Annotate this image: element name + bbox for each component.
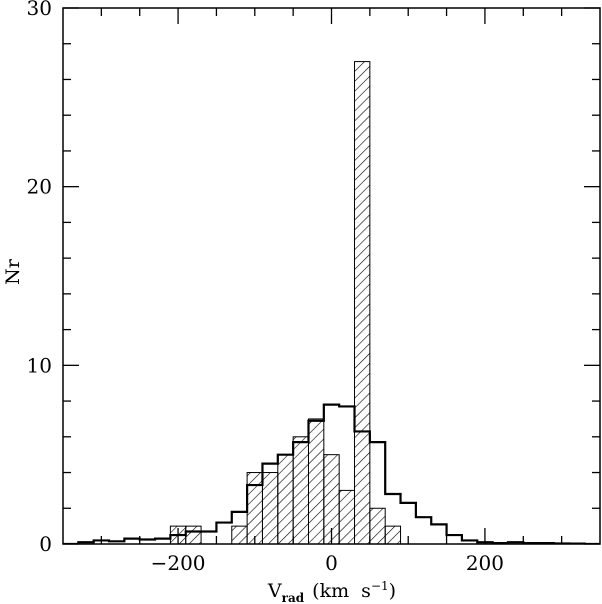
hatched-bar — [261, 472, 279, 544]
axis-tick-labels: −200 0 200 0 10 20 30 — [27, 0, 504, 575]
x-axis-label-close: ) — [389, 580, 396, 602]
y-axis-label: Nr — [2, 258, 24, 285]
axis-ticks — [63, 7, 600, 545]
hatched-bar — [338, 489, 356, 544]
x-axis-label-unit: (km s — [312, 580, 371, 602]
y-tick-label: 10 — [27, 353, 52, 377]
open-histogram-step-line — [63, 403, 600, 544]
hatched-bar — [277, 454, 294, 544]
hatched-bar — [384, 525, 402, 544]
y-tick-label: 30 — [27, 0, 52, 20]
x-axis-label-exponent: −1 — [371, 579, 389, 593]
x-tick-label: 200 — [466, 551, 504, 575]
x-axis-label-main: V — [267, 580, 282, 602]
hatched-bar — [354, 61, 371, 544]
x-axis-label-subscript: rad — [282, 591, 305, 604]
hatched-bar — [307, 418, 325, 544]
x-axis-label: Vrad (km s−1) — [267, 579, 396, 604]
y-tick-label: 20 — [27, 175, 52, 199]
hatched-histogram — [169, 61, 402, 544]
hatched-bar — [246, 472, 263, 544]
hatched-bar — [369, 507, 386, 544]
x-tick-label: −200 — [151, 551, 206, 575]
hatched-bar — [231, 525, 248, 544]
x-tick-label: 0 — [325, 551, 338, 575]
hatched-bar — [292, 436, 309, 544]
hatched-bar — [185, 525, 202, 544]
y-tick-label: 0 — [39, 532, 52, 556]
